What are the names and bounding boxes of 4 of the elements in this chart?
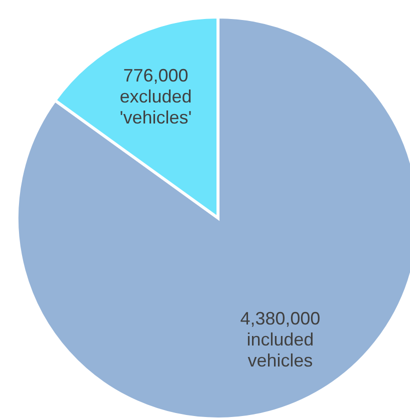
- data-label: 776,000: [123, 65, 188, 86]
- data-label: 4,380,000: [240, 308, 320, 329]
- slice-label: included vehicles: [246, 330, 314, 371]
- slice-label: excluded 'vehicles': [120, 86, 192, 128]
